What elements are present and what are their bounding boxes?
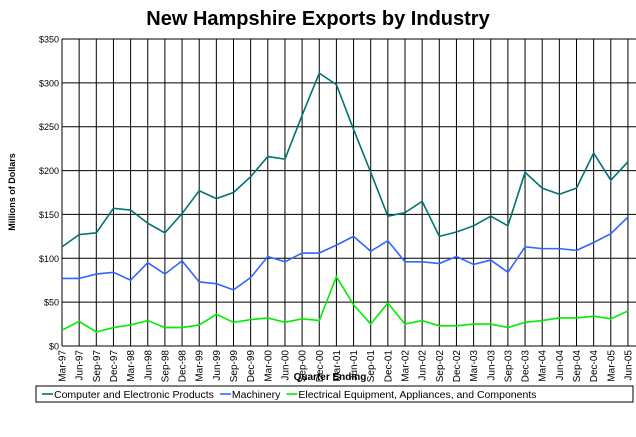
y-tick-label: $300: [39, 78, 59, 88]
x-tick-label: Sep-04: [572, 350, 583, 383]
x-tick-label: Dec-98: [178, 350, 189, 383]
x-tick-label: Mar-05: [606, 350, 617, 382]
x-tick-label: Sep-99: [229, 350, 240, 383]
x-tick-label: Mar-02: [401, 350, 412, 382]
x-tick-label: Sep-01: [366, 350, 377, 383]
x-tick-label: Jun-02: [418, 350, 429, 381]
x-tick-label: Dec-97: [109, 350, 120, 383]
y-tick-label: $350: [39, 35, 59, 45]
legend-label: Computer and Electronic Products: [54, 389, 214, 401]
y-tick-label: $100: [39, 254, 59, 264]
x-tick-label: Dec-02: [452, 350, 463, 383]
x-tick-label: Jun-03: [486, 350, 497, 381]
x-tick-label: Jun-97: [75, 350, 86, 381]
x-tick-label: Sep-97: [92, 350, 103, 383]
series-line: [62, 216, 629, 291]
x-tick-label: Dec-99: [246, 350, 257, 383]
series-line: [61, 274, 629, 333]
y-tick-label: $50: [44, 298, 59, 308]
legend-label: Electrical Equipment, Appliances, and Co…: [298, 389, 536, 401]
x-tick-label: Mar-97: [58, 350, 69, 382]
x-tick-label: Dec-04: [589, 350, 600, 383]
y-tick-label: $250: [39, 122, 59, 132]
x-tick-label: Sep-00: [298, 350, 309, 383]
y-tick-label: $0: [49, 342, 59, 352]
x-tick-label: Dec-01: [383, 350, 394, 383]
x-tick-label: Jun-00: [280, 350, 291, 381]
x-tick-label: Sep-03: [503, 350, 514, 383]
x-tick-label: Dec-03: [521, 350, 532, 383]
x-tick-label: Mar-04: [538, 350, 549, 382]
x-tick-label: Jun-04: [555, 350, 566, 381]
x-axis-title: Quarter Ending: [294, 372, 367, 383]
x-tick-label: Mar-01: [332, 350, 343, 382]
x-tick-label: Jun-05: [623, 350, 634, 381]
x-tick-label: Mar-03: [469, 350, 480, 382]
x-tick-label: Jun-01: [349, 350, 360, 381]
legend-box: [35, 385, 634, 403]
y-axis-title: Millions of Dollars: [7, 153, 17, 231]
y-tick-label: $200: [39, 166, 59, 176]
series-line: [61, 72, 629, 248]
y-tick-label: $150: [39, 210, 59, 220]
legend-label: Machinery: [232, 389, 281, 401]
x-tick-label: Mar-00: [263, 350, 274, 382]
x-tick-label: Jun-98: [143, 350, 154, 381]
x-tick-label: Sep-02: [435, 350, 446, 383]
x-tick-label: Mar-99: [195, 350, 206, 382]
x-tick-label: Mar-98: [126, 350, 137, 382]
x-tick-label: Dec-00: [315, 350, 326, 383]
x-tick-label: Jun-99: [212, 350, 223, 381]
x-tick-label: Sep-98: [160, 350, 171, 383]
chart-title: New Hampshire Exports by Industry: [146, 8, 490, 30]
